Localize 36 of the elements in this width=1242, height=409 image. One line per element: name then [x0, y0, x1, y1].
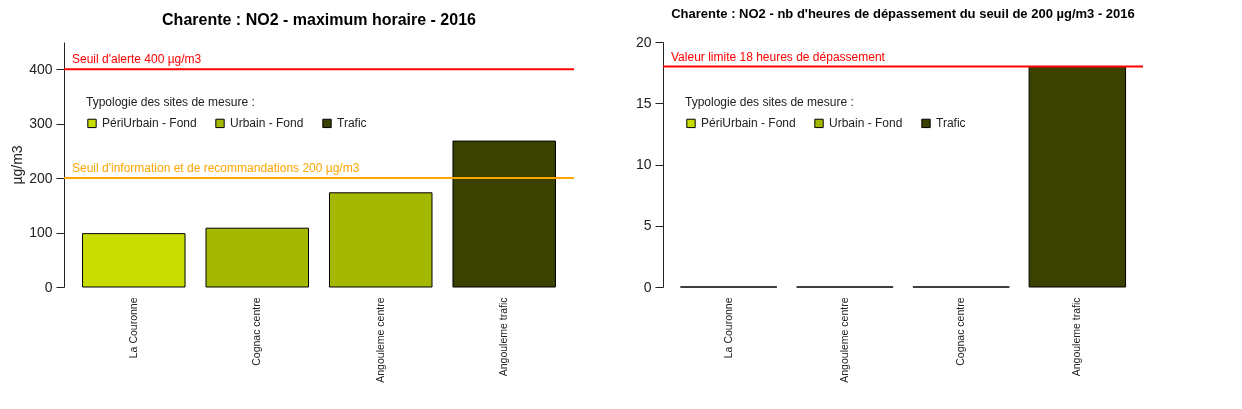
x-tick-label: La Couronne	[126, 297, 139, 359]
x-tick-label: Cognac centre	[250, 297, 263, 366]
y-tick-label: 10	[635, 156, 652, 172]
legend-label: Urbain - Fond	[829, 116, 903, 131]
bar	[82, 233, 186, 288]
bar	[329, 192, 433, 288]
x-tick-label: Angouleme centre	[373, 297, 386, 383]
y-axis-title: µg/m3	[9, 145, 26, 185]
x-tick-label: Angouleme trafic	[1070, 297, 1083, 377]
legend-label: Trafic	[936, 116, 966, 131]
legend-label: Urbain - Fond	[230, 116, 304, 131]
bar	[205, 227, 309, 288]
x-tick-label: Angouleme trafic	[497, 297, 510, 377]
ref-line-label: Seuil d'alerte 400 µg/m3	[72, 52, 202, 67]
y-tick-label: 0	[643, 278, 652, 295]
legend-title: Typologie des sites de mesure :	[86, 95, 255, 109]
y-tick-label: 0	[44, 278, 53, 295]
x-tick-label: La Couronne	[721, 297, 734, 359]
legend-title: Typologie des sites de mesure :	[685, 95, 854, 109]
legend-label: PériUrbain - Fond	[701, 116, 796, 131]
chart-title: Charente : NO2 - maximum horaire - 2016	[162, 11, 477, 28]
ref-line-label: Valeur limite 18 heures de dépassement	[671, 49, 886, 64]
legend-label: PériUrbain - Fond	[102, 116, 197, 131]
y-tick-label: 200	[29, 169, 53, 186]
x-tick-label: Cognac centre	[954, 297, 967, 366]
bar	[452, 140, 556, 288]
legend-label: Trafic	[337, 116, 367, 131]
chart-title: Charente : NO2 - nb d'heures de dépassement du seuil de 200 µg/m3 - 2016	[671, 6, 1135, 21]
y-tick-label: 15	[635, 94, 652, 111]
y-tick-label: 5	[643, 217, 652, 234]
x-tick-label: Angouleme centre	[837, 297, 850, 383]
y-tick-label: 400	[29, 60, 53, 77]
ref-line-label: Seuil d'information et de recommandations 200 µg/m3	[72, 161, 360, 176]
y-tick-label: 100	[29, 224, 53, 241]
y-tick-label: 300	[29, 115, 53, 132]
y-tick-label: 20	[635, 33, 652, 50]
